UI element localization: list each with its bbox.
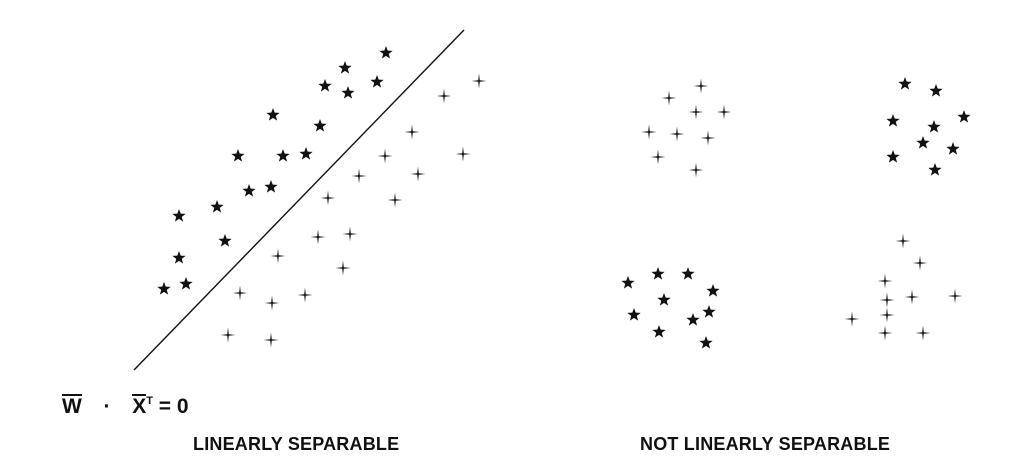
not-linearly-separable-caption: NOT LINEARLY SEPARABLE — [640, 434, 891, 454]
star-icon — [927, 120, 941, 133]
four-point-star-icon — [641, 124, 657, 140]
four-point-star-icon — [915, 325, 931, 341]
four-point-star-icon — [436, 88, 452, 104]
four-point-star-icon — [895, 233, 911, 249]
four-point-star-icon — [688, 104, 704, 120]
star-icon — [651, 267, 665, 280]
dot-operator: · — [103, 395, 111, 418]
data-points — [157, 46, 971, 349]
four-point-star-icon — [263, 332, 279, 348]
star-icon — [218, 234, 232, 247]
four-point-star-icon — [661, 90, 677, 106]
star-icon — [702, 305, 716, 318]
four-point-star-icon — [471, 73, 487, 89]
star-icon — [276, 149, 290, 162]
star-icon — [699, 336, 713, 349]
star-icon — [706, 284, 720, 297]
star-icon — [946, 142, 960, 155]
star-icon — [621, 276, 635, 289]
star-icon — [299, 147, 313, 160]
four-point-star-icon — [335, 260, 351, 276]
four-point-star-icon — [351, 168, 367, 184]
four-point-star-icon — [877, 325, 893, 341]
star-icon — [379, 46, 393, 59]
w-vector-symbol: W — [62, 394, 82, 418]
four-point-star-icon — [947, 288, 963, 304]
star-icon — [681, 267, 695, 280]
star-icon — [657, 293, 671, 306]
four-point-star-icon — [904, 289, 920, 305]
star-icon — [370, 75, 384, 88]
four-point-star-icon — [912, 255, 928, 271]
four-point-star-icon — [264, 295, 280, 311]
star-icon — [231, 149, 245, 162]
four-point-star-icon — [377, 148, 393, 164]
four-point-star-icon — [669, 126, 685, 142]
four-point-star-icon — [220, 327, 236, 343]
star-icon — [264, 180, 278, 193]
hyperplane-equation: W · XT = 0 — [62, 394, 189, 419]
four-point-star-icon — [879, 292, 895, 308]
star-icon — [313, 119, 327, 132]
star-icon — [318, 79, 332, 92]
star-icon — [957, 110, 971, 123]
four-point-star-icon — [716, 104, 732, 120]
star-icon — [210, 200, 224, 213]
star-icon — [266, 108, 280, 121]
four-point-star-icon — [410, 166, 426, 182]
star-icon — [886, 114, 900, 127]
star-icon — [172, 209, 186, 222]
four-point-star-icon — [320, 190, 336, 206]
four-point-star-icon — [310, 229, 326, 245]
separating-hyperplane-line — [133, 29, 465, 371]
four-point-star-icon — [844, 311, 860, 327]
star-icon — [898, 77, 912, 90]
star-icon — [886, 150, 900, 163]
four-point-star-icon — [879, 307, 895, 323]
four-point-star-icon — [455, 146, 471, 162]
four-point-star-icon — [650, 149, 666, 165]
star-icon — [627, 308, 641, 321]
star-icon — [157, 282, 171, 295]
four-point-star-icon — [270, 248, 286, 264]
star-icon — [686, 313, 700, 326]
four-point-star-icon — [688, 162, 704, 178]
transpose-superscript: T — [146, 395, 153, 407]
star-icon — [929, 84, 943, 97]
star-icon — [652, 325, 666, 338]
star-icon — [179, 277, 193, 290]
x-vector-symbol: X — [132, 394, 147, 418]
four-point-star-icon — [232, 285, 248, 301]
four-point-star-icon — [693, 78, 709, 94]
linearly-separable-caption: LINEARLY SEPARABLE — [193, 434, 400, 454]
four-point-star-icon — [387, 192, 403, 208]
four-point-star-icon — [700, 130, 716, 146]
star-icon — [242, 184, 256, 197]
equation-rhs: = 0 — [158, 395, 189, 418]
four-point-star-icon — [342, 226, 358, 242]
four-point-star-icon — [877, 273, 893, 289]
star-icon — [172, 251, 186, 264]
star-icon — [928, 163, 942, 176]
star-icon — [341, 86, 355, 99]
four-point-star-icon — [404, 124, 420, 140]
four-point-star-icon — [297, 287, 313, 303]
star-icon — [338, 61, 352, 74]
star-icon — [916, 136, 930, 149]
